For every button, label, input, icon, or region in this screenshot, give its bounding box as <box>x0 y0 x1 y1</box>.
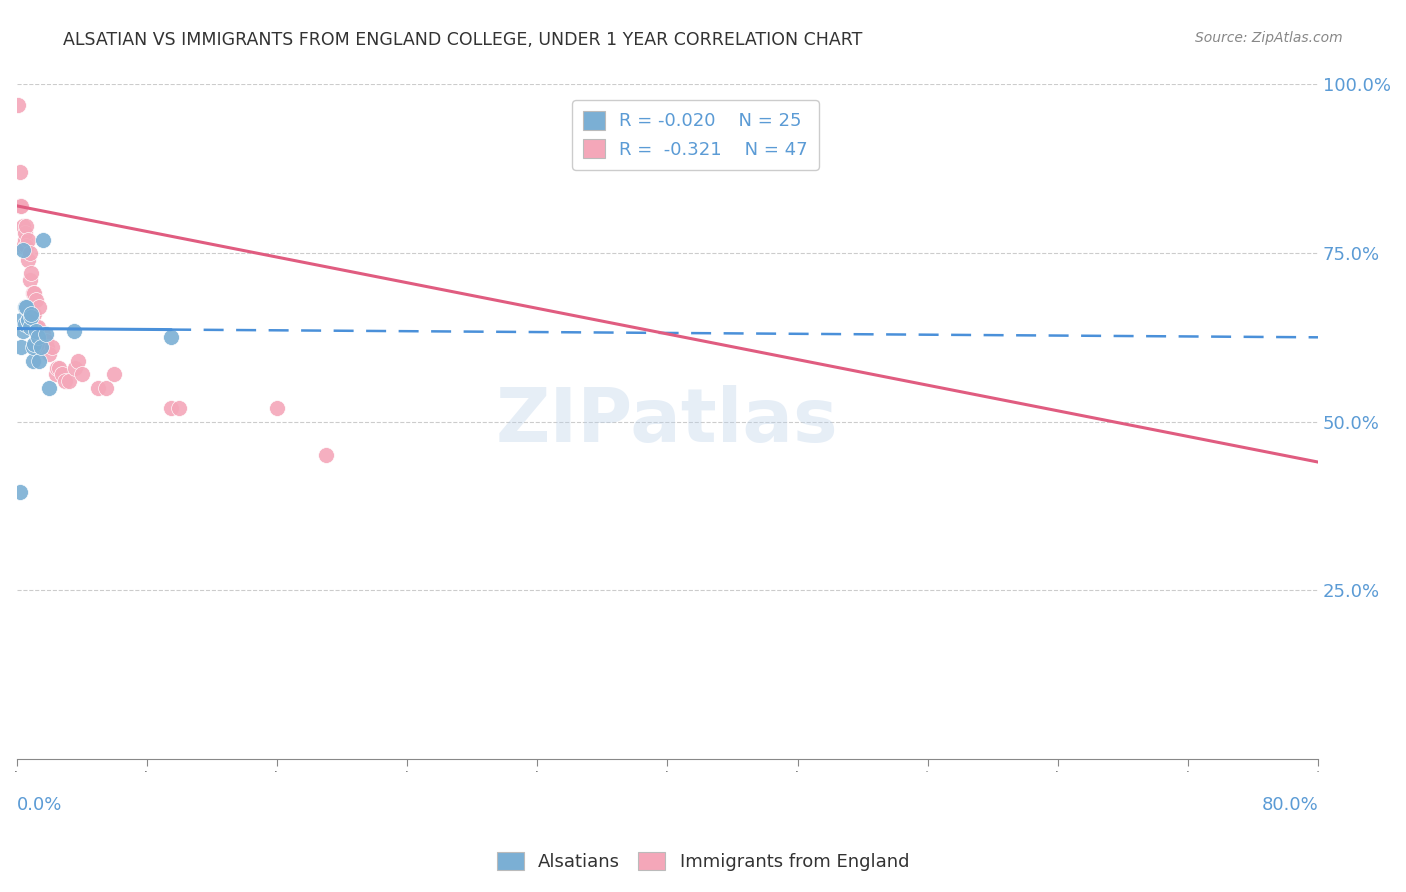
Point <box>46 360 69 375</box>
Text: ALSATIAN VS IMMIGRANTS FROM ENGLAND COLLEGE, UNDER 1 YEAR CORRELATION CHART: ALSATIAN VS IMMIGRANTS FROM ENGLAND COLL… <box>63 31 863 49</box>
Point <box>20 266 42 280</box>
Point <box>266 401 288 416</box>
Point <box>38 381 60 395</box>
Point <box>17 233 39 247</box>
Point <box>51 368 73 382</box>
Point <box>11 324 34 338</box>
Point <box>35 326 58 341</box>
Point <box>17 313 39 327</box>
Point <box>48 360 70 375</box>
Point <box>41 341 63 355</box>
Point <box>10 313 32 327</box>
Legend: R = -0.020    N = 25, R =  -0.321    N = 47: R = -0.020 N = 25, R = -0.321 N = 47 <box>572 100 818 169</box>
Point <box>30 334 52 348</box>
Point <box>10 341 32 355</box>
Point <box>45 368 67 382</box>
Point <box>21 307 44 321</box>
Point <box>38 347 60 361</box>
Point <box>11 243 34 257</box>
Point <box>8 199 31 213</box>
Point <box>25 324 48 338</box>
Point <box>24 307 46 321</box>
Point <box>24 337 46 351</box>
Text: Source: ZipAtlas.com: Source: ZipAtlas.com <box>1195 31 1343 45</box>
Point <box>7 97 30 112</box>
Point <box>31 326 53 341</box>
Point <box>8 165 31 179</box>
Point <box>11 239 34 253</box>
Legend: Alsatians, Immigrants from England: Alsatians, Immigrants from England <box>489 845 917 879</box>
Point <box>24 286 46 301</box>
Point <box>87 381 110 395</box>
Point <box>10 199 32 213</box>
Point <box>15 239 38 253</box>
Point <box>18 246 41 260</box>
Point <box>25 320 48 334</box>
Point <box>17 313 39 327</box>
Point <box>315 448 337 462</box>
Point <box>18 320 41 334</box>
Point <box>63 360 86 375</box>
Point <box>53 374 76 388</box>
Point <box>27 320 49 334</box>
Point <box>70 368 93 382</box>
Point <box>18 273 41 287</box>
Point <box>15 219 38 233</box>
Point <box>30 341 52 355</box>
Point <box>32 334 55 348</box>
Point <box>20 310 42 324</box>
Text: ZIPatlas: ZIPatlas <box>496 385 838 458</box>
Point <box>21 354 44 368</box>
Point <box>94 381 117 395</box>
Point <box>160 330 183 344</box>
Point <box>160 401 183 416</box>
Point <box>31 341 53 355</box>
Point <box>14 226 37 240</box>
Point <box>31 233 53 247</box>
Text: 0.0%: 0.0% <box>17 796 62 814</box>
Point <box>67 354 90 368</box>
Point <box>21 286 44 301</box>
Point <box>103 368 125 382</box>
Point <box>37 341 59 355</box>
Point <box>62 324 84 338</box>
Point <box>17 252 39 267</box>
Point <box>28 354 51 368</box>
Point <box>21 341 44 355</box>
Point <box>58 374 80 388</box>
Point <box>14 300 37 314</box>
Point <box>11 219 34 233</box>
Text: 80.0%: 80.0% <box>1261 796 1319 814</box>
Point <box>25 293 48 308</box>
Point <box>20 307 42 321</box>
Point <box>14 233 37 247</box>
Point <box>27 330 49 344</box>
Point <box>14 317 37 331</box>
Point <box>167 401 190 416</box>
Point <box>35 334 58 348</box>
Point <box>15 300 38 314</box>
Point <box>28 300 51 314</box>
Point <box>8 485 31 500</box>
